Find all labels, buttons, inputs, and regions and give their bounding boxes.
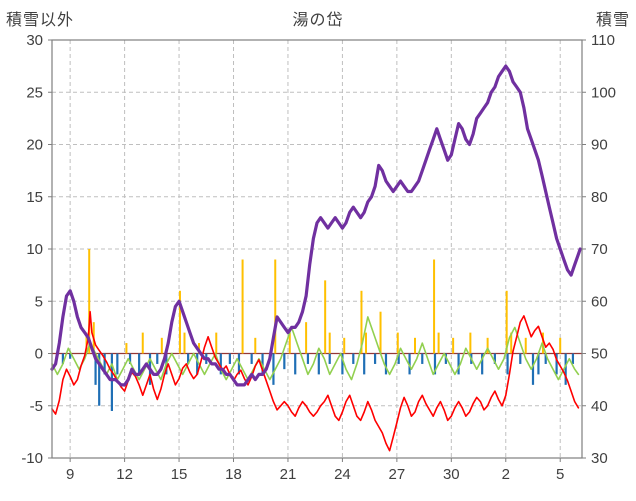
svg-text:24: 24: [334, 466, 351, 483]
svg-text:30: 30: [443, 466, 460, 483]
svg-text:30: 30: [26, 32, 43, 49]
svg-text:21: 21: [280, 466, 297, 483]
svg-text:40: 40: [591, 398, 608, 415]
svg-text:15: 15: [171, 466, 188, 483]
right-axis-title: 積雪: [595, 12, 630, 29]
svg-text:12: 12: [116, 466, 133, 483]
svg-text:30: 30: [591, 450, 608, 467]
svg-text:50: 50: [591, 346, 608, 363]
svg-text:60: 60: [591, 293, 608, 310]
svg-text:5: 5: [556, 466, 564, 483]
svg-text:15: 15: [26, 189, 43, 206]
svg-text:10: 10: [26, 241, 43, 258]
svg-text:90: 90: [591, 137, 608, 154]
svg-text:18: 18: [225, 466, 242, 483]
svg-text:110: 110: [591, 32, 615, 49]
svg-text:9: 9: [66, 466, 74, 483]
svg-text:-5: -5: [30, 398, 43, 415]
svg-text:2: 2: [502, 466, 510, 483]
svg-text:100: 100: [591, 84, 616, 101]
svg-text:0: 0: [35, 346, 43, 363]
svg-text:20: 20: [26, 137, 43, 154]
left-axis-title: 積雪以外: [6, 12, 75, 29]
svg-text:-10: -10: [21, 450, 43, 467]
svg-text:80: 80: [591, 189, 608, 206]
chart-title: 湯の岱: [292, 12, 344, 29]
svg-text:5: 5: [35, 293, 43, 310]
svg-text:70: 70: [591, 241, 608, 258]
svg-text:25: 25: [26, 84, 43, 101]
svg-text:27: 27: [389, 466, 406, 483]
